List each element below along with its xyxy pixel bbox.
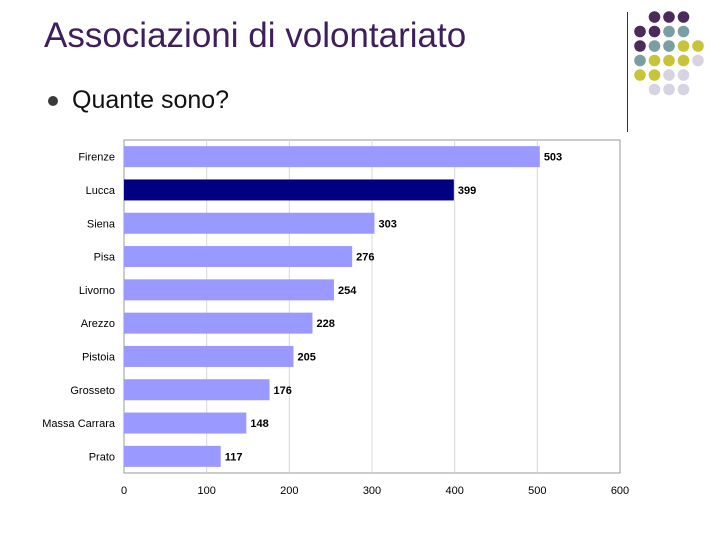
bar bbox=[124, 445, 221, 467]
x-tick-label: 400 bbox=[445, 485, 463, 497]
category-label: Pisa bbox=[94, 252, 116, 264]
x-tick-label: 500 bbox=[528, 485, 546, 497]
x-tick-label: 100 bbox=[197, 485, 215, 497]
bar-value-label: 117 bbox=[225, 451, 243, 463]
bar-value-label: 176 bbox=[273, 385, 291, 397]
bar bbox=[124, 246, 353, 268]
category-label: Firenze bbox=[78, 152, 115, 164]
category-label: Pistoia bbox=[82, 351, 116, 363]
bar bbox=[124, 279, 334, 301]
bar bbox=[124, 146, 540, 168]
category-label: Massa Carrara bbox=[42, 418, 116, 430]
x-tick-label: 0 bbox=[121, 485, 127, 497]
bar-value-label: 399 bbox=[458, 185, 476, 197]
category-label: Livorno bbox=[79, 285, 115, 297]
category-label: Lucca bbox=[86, 185, 116, 197]
bar-value-label: 303 bbox=[378, 218, 396, 230]
bar bbox=[124, 379, 270, 401]
bar bbox=[124, 212, 375, 234]
category-label: Arezzo bbox=[81, 318, 115, 330]
bar-value-label: 254 bbox=[338, 285, 357, 297]
x-tick-label: 600 bbox=[611, 485, 629, 497]
bar-value-label: 276 bbox=[356, 252, 374, 264]
bar-value-label: 228 bbox=[316, 318, 334, 330]
bullet-item: Quante sono? bbox=[48, 86, 229, 115]
x-tick-label: 300 bbox=[363, 485, 381, 497]
bar bbox=[124, 412, 247, 434]
bar-value-label: 205 bbox=[297, 351, 315, 363]
category-label: Grosseto bbox=[70, 385, 115, 397]
bar bbox=[124, 179, 454, 201]
category-label: Prato bbox=[89, 451, 115, 463]
x-tick-label: 200 bbox=[280, 485, 298, 497]
bullet-text: Quante sono? bbox=[72, 86, 230, 114]
bullet-dot-icon bbox=[48, 95, 58, 106]
slide-title: Associazioni di volontariato bbox=[44, 16, 467, 55]
category-label: Siena bbox=[87, 218, 116, 230]
bar bbox=[124, 345, 294, 367]
bar-value-label: 148 bbox=[250, 418, 268, 430]
bar-value-label: 503 bbox=[544, 152, 562, 164]
bar bbox=[124, 312, 313, 334]
decor-divider bbox=[627, 12, 628, 132]
